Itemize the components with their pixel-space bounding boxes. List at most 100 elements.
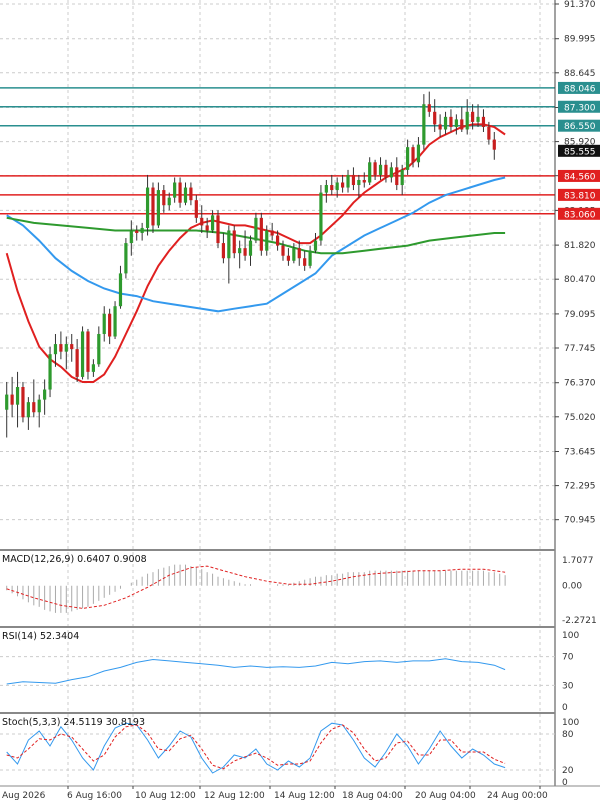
candle-body <box>308 250 312 266</box>
candle-body <box>102 313 106 334</box>
candle-body <box>275 235 280 246</box>
candle-body <box>156 190 161 226</box>
candle-body <box>443 116 448 130</box>
rsi-line <box>6 658 506 685</box>
stoch-d-line <box>6 724 506 770</box>
price-axis-label: 76.370 <box>564 379 596 389</box>
candle-body <box>75 349 79 377</box>
candle-body <box>487 126 491 140</box>
candle-body <box>173 182 177 198</box>
current-price-label: 85.555 <box>564 147 596 157</box>
rsi-axis-label: 100 <box>562 631 579 641</box>
candle-body <box>416 144 421 163</box>
time-axis-label: 10 Aug 12:00 <box>135 791 196 801</box>
price-axis-label: 79.095 <box>564 310 596 320</box>
time-axis-label: 14 Aug 12:00 <box>274 791 335 801</box>
rsi-title: RSI(14) 52.3404 <box>2 631 79 642</box>
candle-body <box>357 179 361 186</box>
macd-axis-label: 1.7077 <box>562 556 594 566</box>
candle-body <box>324 185 328 193</box>
candle-body <box>167 197 171 206</box>
candle-body <box>465 111 469 130</box>
price-axis-label: 81.820 <box>564 241 596 251</box>
candle-body <box>351 174 356 186</box>
candle-body <box>433 111 437 125</box>
candle-body <box>232 230 236 254</box>
rsi-axis-label: 0 <box>562 703 568 713</box>
candle-body <box>313 240 318 251</box>
time-axis-label: Aug 2026 <box>2 791 46 801</box>
candle-body <box>48 354 52 390</box>
candle-body <box>200 217 204 226</box>
candle-body <box>10 394 14 405</box>
candle-body <box>80 331 85 377</box>
candle-body <box>21 387 25 418</box>
level-tag-label: 86.550 <box>564 122 596 132</box>
candle-body <box>227 230 231 259</box>
candle-body <box>254 217 258 241</box>
macd-axis-label: -2.2721 <box>562 616 597 626</box>
candle-body <box>373 162 377 175</box>
candle-body <box>481 116 486 127</box>
candle-body <box>389 167 393 178</box>
level-tag-label: 88.046 <box>564 84 596 94</box>
time-axis-label: 6 Aug 16:00 <box>67 791 122 801</box>
candle-body <box>270 230 274 236</box>
candle-body <box>118 273 123 307</box>
candle-body <box>108 313 112 337</box>
candle-body <box>476 116 480 122</box>
stoch-axis-label: 80 <box>562 730 574 740</box>
rsi-axis-label: 30 <box>562 681 574 691</box>
level-tag-label: 83.810 <box>564 191 596 201</box>
candle-body <box>471 111 475 122</box>
candle-body <box>189 187 193 201</box>
candle-body <box>340 182 345 188</box>
candle-body <box>86 331 90 372</box>
candle-body <box>362 179 366 183</box>
candle-body <box>210 215 215 231</box>
candle-body <box>135 230 139 233</box>
candle-body <box>243 248 247 256</box>
candle-body <box>15 387 20 405</box>
candle-body <box>259 217 263 251</box>
candle-body <box>406 147 410 170</box>
candle-body <box>330 185 334 191</box>
candle-body <box>319 192 323 241</box>
level-tag <box>558 81 600 94</box>
candle-body <box>162 190 166 206</box>
candle-body <box>303 258 307 266</box>
candle-body <box>64 344 68 352</box>
candle-body <box>411 147 415 163</box>
candle-body <box>194 200 198 218</box>
price-axis-label: 89.995 <box>564 35 596 45</box>
price-axis-label: 77.745 <box>564 344 596 354</box>
candle-body <box>32 402 36 413</box>
candle-body <box>151 187 155 226</box>
candle-body <box>384 164 388 178</box>
candle-body <box>281 245 285 256</box>
price-axis-label: 75.020 <box>564 413 596 423</box>
price-axis-label: 73.645 <box>564 448 596 458</box>
time-axis-label: 12 Aug 12:00 <box>204 791 265 801</box>
candle-body <box>292 248 296 261</box>
stoch-title: Stoch(5,3,3) 24.5119 30.8193 <box>2 717 145 728</box>
macd-axis-label: 0.00 <box>562 582 582 592</box>
price-axis-label: 88.645 <box>564 69 596 79</box>
level-tag <box>558 207 600 220</box>
candle-body <box>422 104 426 145</box>
candle-body <box>454 119 458 127</box>
price-axis-label: 91.370 <box>564 0 596 10</box>
price-axis-label: 80.470 <box>564 275 596 285</box>
level-tag <box>558 100 600 113</box>
stoch-k-line <box>6 722 506 774</box>
candle-body <box>460 119 464 130</box>
candle-body <box>183 187 188 203</box>
candle-body <box>97 333 101 365</box>
candle-body <box>70 344 74 350</box>
stoch-axis-label: 0 <box>562 778 568 788</box>
candle-body <box>395 167 399 186</box>
current-price-tag <box>558 144 600 157</box>
candle-body <box>145 187 150 228</box>
